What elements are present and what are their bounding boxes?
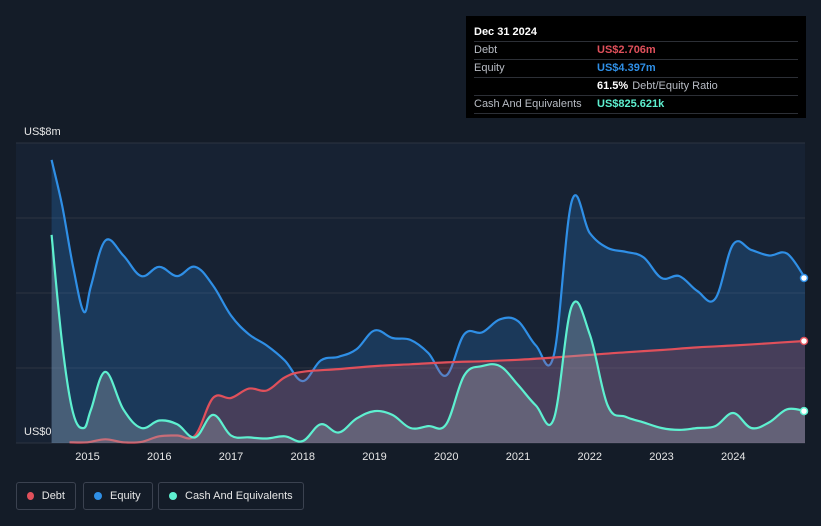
equity-legend-dot-icon xyxy=(94,492,102,500)
x-tick-label-2016: 2016 xyxy=(147,451,171,463)
hover-tooltip: Dec 31 2024 Debt US$2.706m Equity US$4.3… xyxy=(466,16,806,118)
debt-end-marker xyxy=(799,336,809,346)
x-tick-label-2021: 2021 xyxy=(506,451,530,463)
x-tick-label-2017: 2017 xyxy=(219,451,243,463)
x-tick-label-2022: 2022 xyxy=(577,451,601,463)
equity-line xyxy=(50,159,806,383)
tooltip-cash-label: Cash And Equivalents xyxy=(474,98,582,110)
legend-item-equity[interactable]: Equity xyxy=(83,482,153,510)
y-axis-bottom-label: US$0 xyxy=(24,426,52,438)
gridlines xyxy=(16,142,805,444)
x-tick-label-2020: 2020 xyxy=(434,451,458,463)
tooltip-ratio-value: 61.5% xyxy=(597,80,629,92)
tooltip-row-cash: Cash And Equivalents US$825.621k xyxy=(474,95,798,114)
cash-and-equivalents-line xyxy=(50,234,806,443)
tooltip-date: Dec 31 2024 xyxy=(474,26,537,38)
tooltip-row-equity: Equity US$4.397m xyxy=(474,59,798,77)
y-axis-top-label: US$8m xyxy=(24,126,61,138)
tooltip-debt-label: Debt xyxy=(474,44,498,56)
tooltip-cash-value: US$825.621k xyxy=(597,98,665,110)
legend-debt-label: Debt xyxy=(41,490,65,502)
cash-and-equivalents-end-marker xyxy=(799,406,809,416)
tooltip-debt-value: US$2.706m xyxy=(597,44,656,56)
debt-line xyxy=(69,339,806,444)
x-tick-label-2024: 2024 xyxy=(721,451,745,463)
series-layer xyxy=(50,159,809,444)
equity-end-marker xyxy=(799,273,809,283)
legend-item-debt[interactable]: Debt xyxy=(16,482,76,510)
tooltip-row-debt: Debt US$2.706m xyxy=(474,41,798,59)
x-axis-ticks: 2015 2016 2017 2018 2019 2020 2021 2022 2023 2024 xyxy=(75,451,745,463)
x-tick-label-2019: 2019 xyxy=(362,451,386,463)
debt-area xyxy=(69,341,805,443)
cash-and-equivalents-area xyxy=(51,234,806,443)
legend-equity-label: Equity xyxy=(110,490,141,502)
legend-cash-label: Cash And Equivalents xyxy=(185,490,293,502)
tooltip-ratio-label: Debt/Equity Ratio xyxy=(632,80,718,92)
legend-item-cash[interactable]: Cash And Equivalents xyxy=(158,482,304,510)
equity-area xyxy=(51,159,806,443)
tooltip-equity-label: Equity xyxy=(474,62,505,74)
tooltip-row-ratio: 61.5% Debt/Equity Ratio xyxy=(474,77,798,95)
tooltip-equity-value: US$4.397m xyxy=(597,62,656,74)
x-tick-label-2015: 2015 xyxy=(75,451,99,463)
x-tick-label-2018: 2018 xyxy=(290,451,314,463)
x-tick-label-2023: 2023 xyxy=(649,451,673,463)
cash-legend-dot-icon xyxy=(169,492,177,500)
debt-legend-dot-icon xyxy=(27,492,34,500)
